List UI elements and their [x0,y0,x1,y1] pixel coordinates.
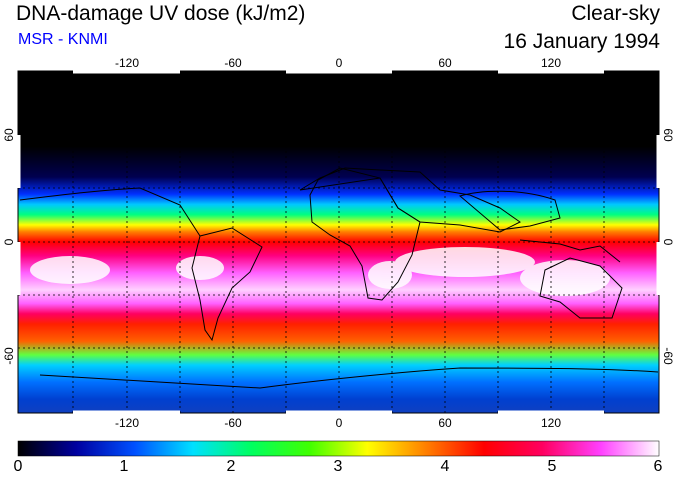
lon-label-top: 60 [438,56,452,70]
map-title: DNA-damage UV dose (kJ/m2) [16,2,306,25]
colorbar-label: 3 [333,458,343,475]
lon-label-top: 120 [541,56,561,70]
source-label: MSR - KNMI [18,31,108,48]
lon-label-top: -120 [115,56,139,70]
lon-label-bottom: 60 [438,416,452,430]
date-label: 16 January 1994 [503,30,660,53]
lat-label-right: 0 [661,239,675,246]
lon-label-bottom: -60 [224,416,242,430]
colorbar-label: 6 [653,458,663,475]
colorbar [17,440,660,457]
graticule [18,71,659,413]
colorbar-label: 4 [440,458,450,475]
lon-label-bottom: 120 [541,416,561,430]
coastlines [19,167,659,389]
lat-label-left: 60 [2,128,16,142]
lon-label-top: -60 [224,56,242,70]
high-dose-regions [30,247,610,296]
frame-ticks [17,70,660,414]
colorbar-label: 0 [13,458,23,475]
lat-label-right: -60 [661,347,675,365]
lon-label-bottom: 0 [336,416,343,430]
sky-condition: Clear-sky [571,2,660,25]
lon-label-top: 0 [336,56,343,70]
colorbar-label: 5 [547,458,557,475]
lon-label-bottom: -120 [115,416,139,430]
colorbar-label: 1 [119,458,129,475]
lat-label-right: 60 [661,128,675,142]
colorbar-label: 2 [226,458,236,475]
lat-label-left: 0 [2,238,16,245]
lat-label-left: -60 [2,347,16,365]
